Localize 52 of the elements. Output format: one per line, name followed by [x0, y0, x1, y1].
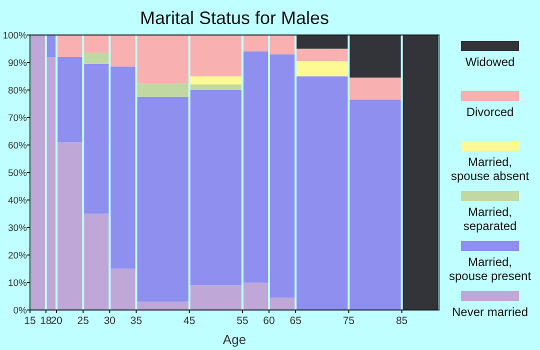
bar: [58, 57, 82, 142]
bar: [296, 35, 348, 49]
x-tick-label: 25: [77, 315, 90, 327]
x-tick-label: 60: [263, 315, 276, 327]
y-tick-label: 80%: [8, 86, 28, 96]
y-tick-label: 0%: [13, 306, 28, 316]
bar: [190, 76, 242, 84]
bar: [110, 66, 136, 269]
x-tick-label: 45: [184, 315, 196, 327]
bar: [84, 64, 109, 214]
chart-title: Marital Status for Males: [140, 8, 330, 28]
legend-label: Married, spouse absent: [450, 155, 530, 183]
bar: [110, 268, 136, 310]
bar: [243, 52, 268, 282]
bar: [190, 84, 242, 90]
bar: [270, 35, 295, 54]
x-tick-label: 85: [396, 315, 408, 327]
legend-label: Divorced: [466, 105, 514, 119]
x-tick-label: 20: [50, 315, 63, 327]
y-tick-label: 30%: [8, 223, 28, 234]
bar: [270, 298, 295, 310]
bar: [58, 142, 82, 310]
y-tick-label: 70%: [8, 113, 28, 124]
bar: [58, 35, 82, 57]
x-tick-label: 30: [104, 315, 116, 327]
y-tick-label: 100%: [2, 30, 28, 42]
y-tick-label: 20%: [8, 250, 28, 262]
x-tick-label: 15: [24, 315, 36, 327]
bar: [270, 54, 295, 298]
x-tick-label: 55: [236, 315, 248, 327]
y-tick-label: 40%: [8, 196, 28, 206]
x-tick-label: 18: [40, 315, 52, 327]
bar: [296, 61, 348, 76]
bar: [243, 282, 268, 310]
x-tick-label: 65: [290, 315, 302, 327]
bar: [84, 214, 109, 310]
y-tick-label: 10%: [8, 278, 28, 289]
legend-label: Married, spouse present: [448, 255, 532, 283]
legend-label: Never married: [452, 305, 528, 319]
bar: [110, 35, 136, 67]
x-tick-label: 75: [342, 315, 355, 327]
bar: [350, 35, 401, 78]
legend-label: Widowed: [465, 55, 515, 69]
legend-label: Married, separated: [463, 205, 517, 233]
bar: [137, 83, 188, 97]
y-tick-label: 50%: [8, 168, 28, 179]
bar: [243, 35, 268, 52]
x-tick-label: 35: [130, 315, 142, 327]
x-axis-title: Age: [222, 332, 246, 347]
y-tick-label: 90%: [8, 58, 28, 69]
y-tick-label: 60%: [8, 140, 28, 152]
bar: [84, 35, 109, 53]
